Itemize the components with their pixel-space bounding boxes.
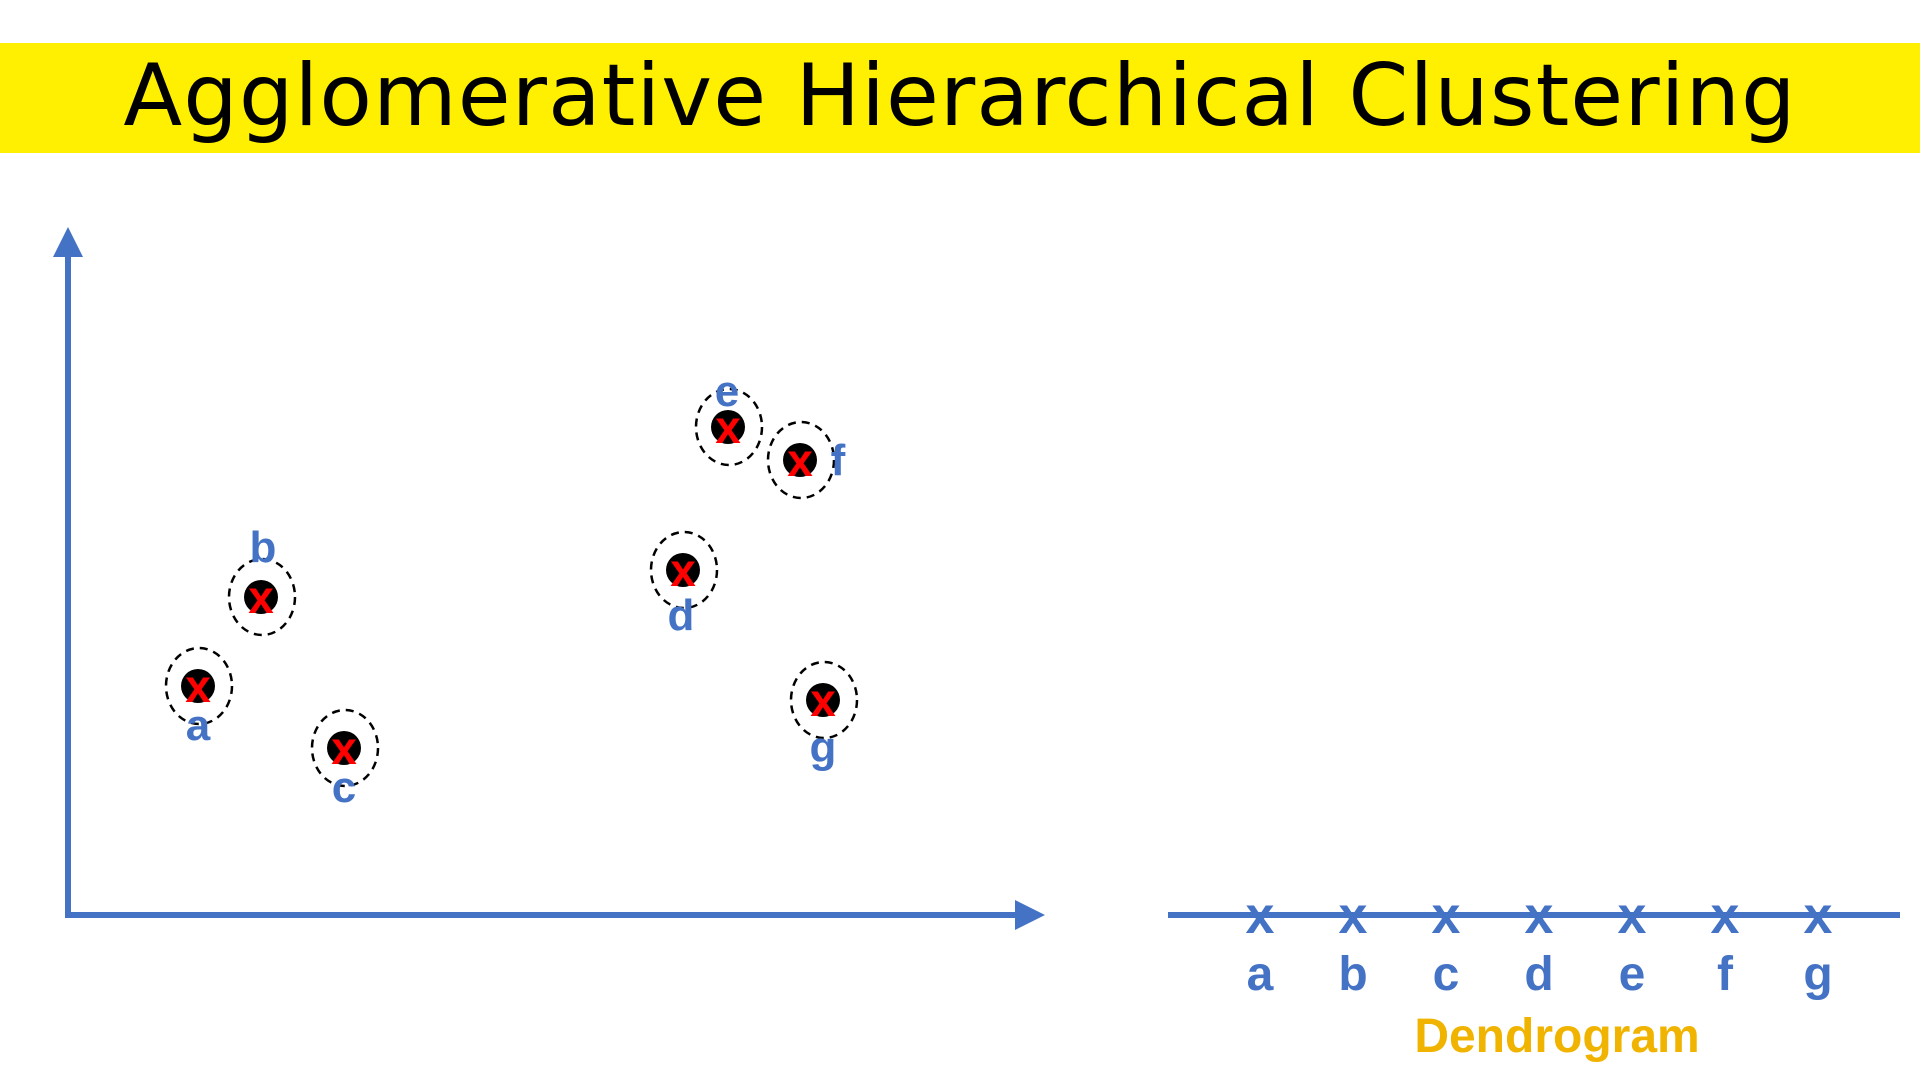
cluster-circle <box>789 660 859 740</box>
dendrogram-leaf-d: xd <box>1524 887 1553 1001</box>
leaf-label-b: b <box>1338 948 1367 1001</box>
leaf-label-c: c <box>1433 948 1460 1001</box>
cluster-circle <box>694 387 764 467</box>
point-marker-x: x <box>331 722 357 774</box>
point-label-g: g <box>810 723 837 772</box>
cluster-circle <box>227 557 297 637</box>
leaf-label-g: g <box>1803 948 1832 1001</box>
point-marker-x: x <box>810 674 836 726</box>
leaf-marker-x: x <box>1246 887 1275 945</box>
dendrogram-leaf-b: xb <box>1338 887 1367 1001</box>
data-point-e: xe <box>694 367 764 467</box>
point-dot <box>181 669 215 703</box>
data-point-b: xb <box>227 523 297 637</box>
leaf-marker-x: x <box>1339 887 1368 945</box>
point-dot <box>244 580 278 614</box>
point-dot <box>711 410 745 444</box>
leaf-marker-x: x <box>1618 887 1647 945</box>
leaf-marker-x: x <box>1432 887 1461 945</box>
data-point-a: xa <box>164 646 234 750</box>
point-dot <box>327 731 361 765</box>
dendrogram-label: Dendrogram <box>1414 1010 1699 1063</box>
point-label-e: e <box>715 367 739 416</box>
leaf-marker-x: x <box>1525 887 1554 945</box>
cluster-circle <box>766 420 836 500</box>
point-label-a: a <box>186 701 211 750</box>
page-title: Agglomerative Hierarchical Clustering <box>123 46 1797 146</box>
dendrogram-leaf-a: xa <box>1246 887 1275 1001</box>
point-label-d: d <box>668 591 695 640</box>
leaf-marker-x: x <box>1711 887 1740 945</box>
point-label-c: c <box>332 763 356 812</box>
point-label-f: f <box>831 436 846 485</box>
cluster-circle <box>310 708 380 788</box>
dendrogram-leaf-c: xc <box>1432 887 1461 1001</box>
point-marker-x: x <box>715 401 741 453</box>
data-point-c: xc <box>310 708 380 812</box>
leaf-label-f: f <box>1717 948 1734 1001</box>
dendrogram-leaf-f: xf <box>1711 887 1740 1001</box>
leaf-marker-x: x <box>1804 887 1833 945</box>
point-label-b: b <box>250 523 277 572</box>
point-marker-x: x <box>185 660 211 712</box>
title-banner: Agglomerative Hierarchical Clustering <box>0 43 1920 153</box>
point-dot <box>783 443 817 477</box>
data-point-d: xd <box>649 530 719 640</box>
leaf-label-e: e <box>1619 948 1646 1001</box>
cluster-circle <box>649 530 719 610</box>
point-marker-x: x <box>670 544 696 596</box>
dendrogram-leaf-g: xg <box>1803 887 1832 1001</box>
leaf-label-d: d <box>1524 948 1553 1001</box>
point-marker-x: x <box>787 434 813 486</box>
dendrogram-leaf-e: xe <box>1618 887 1647 1001</box>
leaf-label-a: a <box>1247 948 1274 1001</box>
point-marker-x: x <box>248 571 274 623</box>
point-dot <box>806 683 840 717</box>
data-point-g: xg <box>789 660 859 772</box>
cluster-circle <box>164 646 234 726</box>
point-dot <box>666 553 700 587</box>
